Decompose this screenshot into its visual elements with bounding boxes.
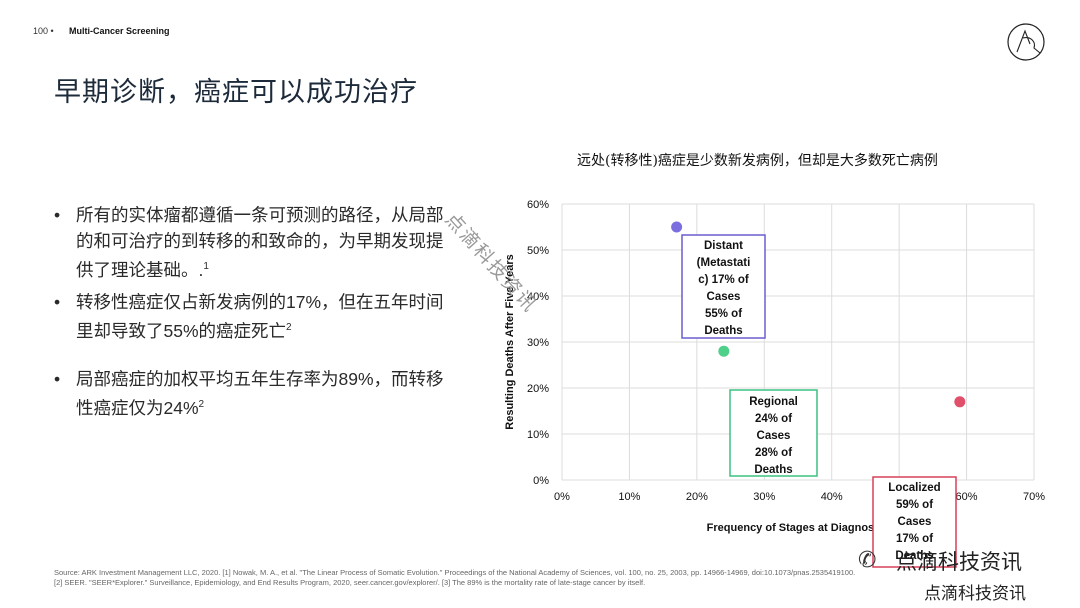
x-tick-label: 40%	[821, 491, 843, 503]
x-tick-label: 10%	[618, 491, 640, 503]
x-tick-label: 0%	[554, 491, 570, 503]
annotation-box	[872, 476, 957, 568]
annotation-text: Deaths	[754, 464, 792, 476]
y-tick-label: 30%	[527, 337, 549, 349]
page-number: 100 •	[33, 26, 54, 36]
y-tick-label: 50%	[527, 245, 549, 257]
y-tick-label: 20%	[527, 383, 549, 395]
bullet-item: 局部癌症的加权平均五年生存率为89%，而转移性癌症仅为24%2	[52, 366, 452, 421]
annotation-text: Distant	[704, 240, 743, 252]
x-tick-label: 20%	[686, 491, 708, 503]
bullet-item: 所有的实体瘤都遵循一条可预测的路径，从局部的和可治疗的到转移的和致命的，为早期发…	[52, 202, 452, 283]
annotation-text: 59% of	[896, 499, 933, 511]
chart-title: 远处(转移性)癌症是少数新发病例，但却是大多数死亡病例	[577, 153, 938, 169]
data-point	[718, 345, 730, 357]
annotation-text: 55% of	[705, 308, 742, 320]
brand-logo-icon	[1007, 23, 1045, 61]
source-line: Source: ARK Investment Management LLC, 2…	[54, 568, 856, 577]
bullet-text: 所有的实体瘤都遵循一条可预测的路径，从局部的和可治疗的到转移的和致命的，为早期发…	[76, 205, 444, 280]
data-point	[671, 221, 683, 233]
x-tick-label: 70%	[1023, 491, 1045, 503]
x-tick-label: 30%	[753, 491, 775, 503]
y-tick-label: 0%	[533, 475, 549, 487]
annotation-text: Regional	[749, 396, 798, 408]
annotation-text: Deaths	[895, 550, 933, 562]
y-tick-label: 10%	[527, 429, 549, 441]
annotation-text: (Metastati	[697, 257, 751, 269]
source-notes: Source: ARK Investment Management LLC, 2…	[54, 568, 1014, 588]
annotation-box	[729, 389, 818, 477]
source-line: [2] SEER. "SEER*Explorer." Surveillance,…	[54, 578, 646, 587]
y-tick-label: 40%	[527, 291, 549, 303]
watermark-main: 点滴科技资讯	[896, 550, 1022, 574]
annotation-text: 24% of	[755, 413, 792, 425]
annotation-text: 28% of	[755, 447, 792, 459]
slide-title: 早期诊断，癌症可以成功治疗	[54, 77, 418, 108]
bullet-text: 局部癌症的加权平均五年生存率为89%，而转移性癌症仅为24%	[76, 368, 444, 418]
annotation-box	[681, 234, 766, 339]
y-tick-label: 60%	[527, 199, 549, 211]
bullet-item: 转移性癌症仅占新发病例的17%，但在五年时间里却导致了55%的癌症死亡2	[52, 289, 452, 344]
bullet-text: 转移性癌症仅占新发病例的17%，但在五年时间里却导致了55%的癌症死亡	[76, 291, 444, 341]
annotation-text: Deaths	[704, 325, 742, 337]
data-point	[954, 396, 966, 408]
annotation-text: Localized	[888, 482, 940, 494]
footnote-ref: 2	[286, 321, 292, 333]
wechat-icon: ✆	[858, 547, 877, 572]
annotation-text: 17% of	[896, 533, 933, 545]
annotation-text: Cases	[757, 430, 791, 442]
footnote-ref: 2	[198, 398, 205, 410]
x-axis-title: Frequency of Stages at Diagnosis	[707, 522, 884, 534]
annotation-text: c) 17% of	[698, 274, 749, 286]
deck-title: Multi-Cancer Screening	[69, 26, 170, 36]
footnote-ref: 1	[203, 261, 209, 272]
bullet-list: 所有的实体瘤都遵循一条可预测的路径，从局部的和可治疗的到转移的和致命的，为早期发…	[52, 202, 452, 426]
watermark-sub: 点滴科技资讯	[924, 584, 1026, 604]
annotation-text: Cases	[898, 516, 932, 528]
y-axis-title: Resulting Deaths After Five Years	[504, 254, 516, 429]
x-tick-label: 60%	[956, 491, 978, 503]
annotation-text: Cases	[707, 291, 741, 303]
